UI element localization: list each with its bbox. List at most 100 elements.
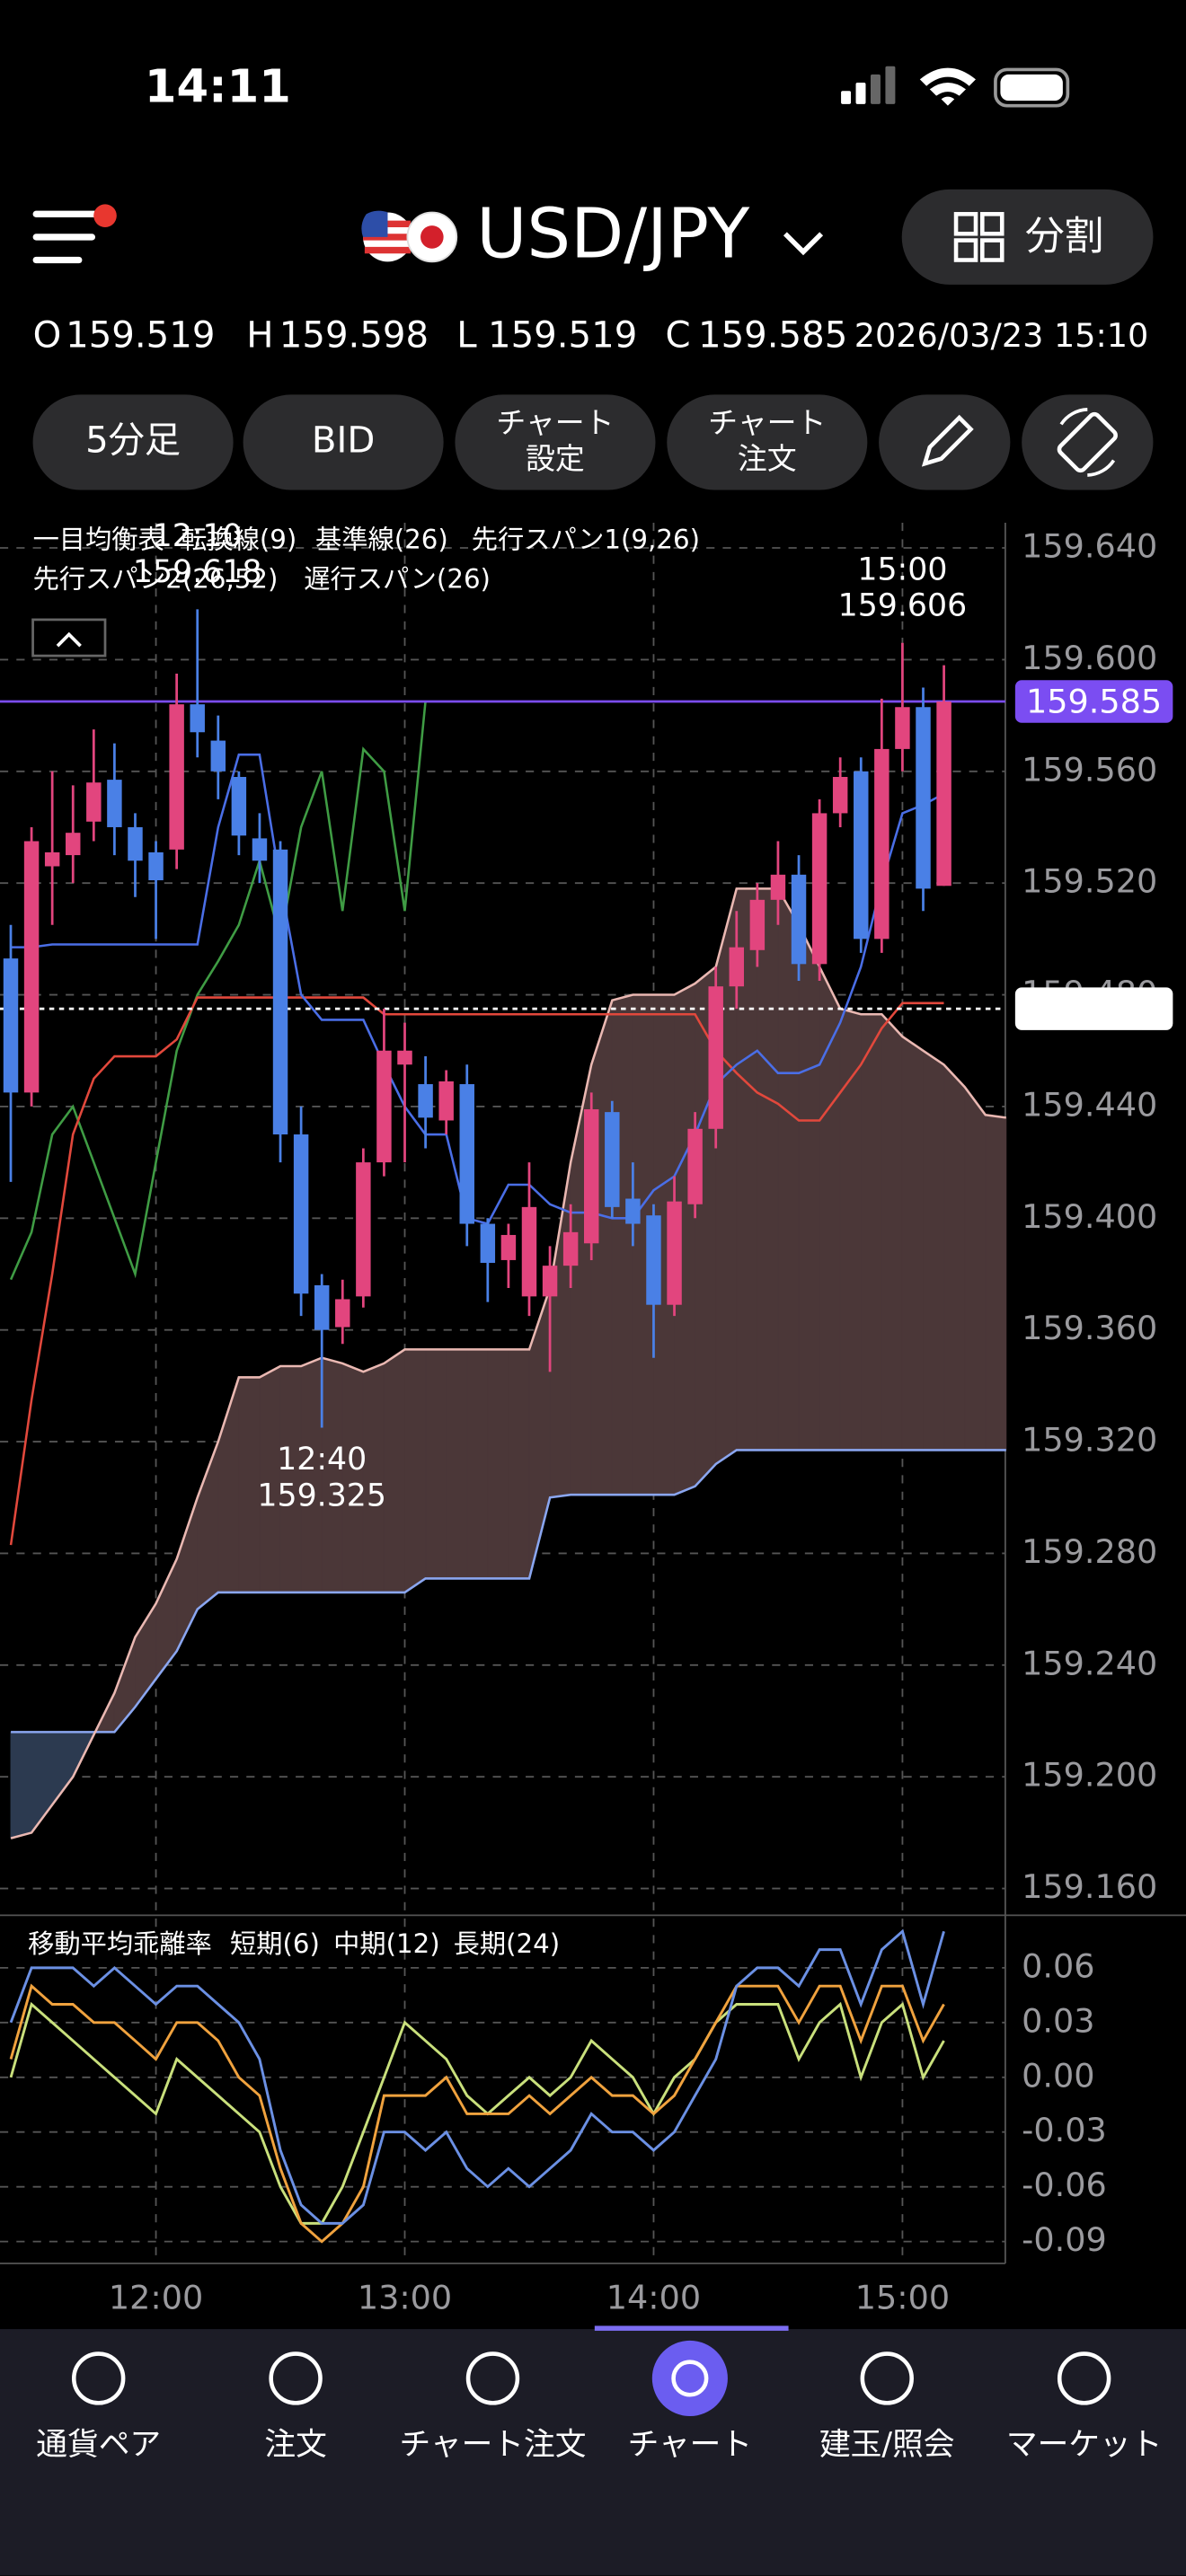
candle-body: [916, 707, 931, 889]
candle-body: [480, 1223, 496, 1264]
toolbar-button[interactable]: 5分足: [32, 394, 234, 490]
nav-item[interactable]: チャート: [628, 2340, 753, 2463]
candle-body: [562, 1231, 579, 1266]
button-label: チャート: [496, 405, 614, 440]
nav-item[interactable]: マーケット: [1006, 2351, 1163, 2463]
legend-entry: 先行スパン2(26,52): [33, 564, 279, 595]
y-tick-label: 159.240: [1022, 1644, 1157, 1682]
price-tag: [1014, 680, 1173, 723]
collapse-button[interactable]: [31, 618, 107, 657]
candle-body: [625, 1198, 641, 1224]
annotation-value: 159.618: [133, 554, 262, 590]
price-tag-label: 159.585: [1026, 682, 1162, 720]
price-tag-label: 159.475: [1026, 989, 1162, 1028]
y-tick-label: 159.160: [1022, 1867, 1157, 1906]
candle-body: [438, 1081, 454, 1121]
cloud-segment: [446, 1348, 468, 1579]
y-tick-label: 159.360: [1022, 1309, 1157, 1347]
cloud-segment: [881, 1013, 903, 1451]
cloud-segment: [923, 1049, 945, 1451]
candle-body: [210, 740, 226, 772]
quote-label: C: [665, 314, 690, 356]
button-bg: [667, 394, 868, 490]
candle-body: [23, 841, 40, 1093]
cloud-segment: [777, 887, 800, 1451]
nav-icon: [671, 2360, 709, 2397]
button-label: 設定: [526, 441, 585, 476]
x-tick-label: 12:00: [109, 2279, 203, 2317]
nav-item[interactable]: チャート注文: [399, 2351, 586, 2463]
toolbar-button[interactable]: BID: [243, 394, 444, 490]
annotation-time: 12:10: [153, 518, 243, 554]
candle-body: [874, 748, 890, 940]
series-line: [9, 1928, 945, 2225]
pair-selector[interactable]: USD/JPY: [361, 195, 824, 275]
nav-item[interactable]: 注文: [264, 2351, 327, 2463]
y-tick-label: -0.09: [1022, 2220, 1107, 2259]
candle-body: [687, 1128, 703, 1204]
cloud-segment: [590, 1000, 613, 1495]
y-tick-label: 159.280: [1022, 1532, 1157, 1571]
candle-body: [729, 947, 745, 987]
candle-body: [231, 776, 247, 836]
nav-label: 建玉/照会: [819, 2427, 955, 2463]
menu-button[interactable]: [32, 204, 117, 264]
candle-body: [854, 771, 869, 940]
legend-entry: 遅行スパン(26): [304, 564, 491, 595]
legend-entry: 転換線(9): [181, 525, 296, 555]
cloud-segment: [487, 1348, 509, 1579]
nav-label: 注文: [264, 2427, 326, 2463]
candle-body: [791, 874, 807, 965]
nav-label: マーケット: [1006, 2427, 1163, 2463]
y-tick-label: 0.06: [1022, 1946, 1094, 1985]
y-tick-label: 159.600: [1022, 639, 1157, 677]
candle-body: [397, 1050, 412, 1065]
chart-title: 移動平均乖離率: [28, 1928, 212, 1959]
quote-value: 159.519: [488, 314, 637, 356]
button-bg: [243, 394, 444, 490]
x-tick-label: 15:00: [855, 2279, 950, 2317]
button-bg: [455, 394, 656, 490]
candle-body: [811, 813, 828, 965]
rotate-button[interactable]: [1022, 394, 1154, 490]
collapse-icon: [56, 631, 82, 648]
pair-title: USD/JPY: [476, 195, 750, 275]
toolbar-button[interactable]: チャート注文: [667, 394, 868, 490]
cloud-segment: [757, 887, 779, 1451]
draw-button[interactable]: [879, 394, 1011, 490]
nav-icon-bg: [651, 2340, 728, 2417]
series-line: [9, 1983, 945, 2244]
quote-value: 159.598: [279, 314, 429, 356]
candle-body: [148, 851, 164, 881]
cloud-segment: [839, 1008, 862, 1451]
annotation-value: 159.606: [838, 588, 968, 624]
cloud-segment: [798, 924, 820, 1451]
nav-item[interactable]: 建玉/照会: [819, 2351, 955, 2463]
candle-body: [86, 782, 102, 822]
cloud-segment: [964, 1085, 987, 1451]
candle-body: [521, 1206, 537, 1297]
candle-body: [169, 704, 184, 850]
price-tag: [1014, 987, 1173, 1030]
series-line: [11, 753, 945, 1226]
legend-entry: 長期(24): [454, 1928, 561, 1959]
annotation-time: 15:00: [857, 551, 947, 587]
y-tick-label: 0.00: [1022, 2056, 1094, 2095]
nav-icon: [860, 2351, 914, 2405]
candle-body: [459, 1084, 474, 1224]
button-label: 注文: [738, 441, 797, 476]
nav-item[interactable]: 通貨ペア: [36, 2351, 161, 2463]
y-tick-label: 159.520: [1022, 862, 1157, 901]
cloud-segment: [860, 1013, 882, 1451]
y-tick-label: -0.06: [1022, 2166, 1107, 2204]
quote-label: O: [33, 314, 62, 356]
candle-body: [128, 826, 143, 861]
legend-entry: 先行スパン1(9,26): [472, 525, 700, 555]
split-button[interactable]: 分割: [901, 189, 1154, 285]
candle-body: [708, 986, 723, 1129]
y-tick-label: 159.400: [1022, 1197, 1157, 1236]
x-tick-label: 13:00: [358, 2279, 452, 2317]
annotation-time: 12:40: [277, 1442, 367, 1478]
